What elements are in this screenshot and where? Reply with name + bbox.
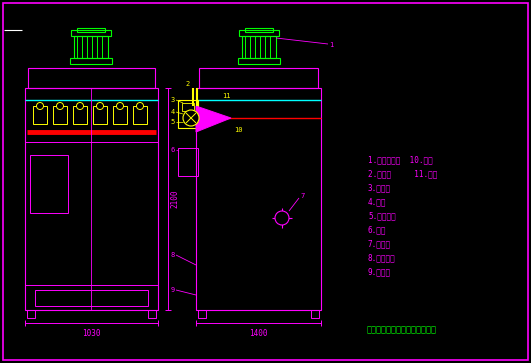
Text: 10: 10 xyxy=(234,127,243,133)
Circle shape xyxy=(136,102,143,110)
Text: 6.算筒: 6.算筒 xyxy=(368,225,387,234)
Bar xyxy=(113,106,127,124)
Bar xyxy=(133,106,147,124)
Text: 9.行车处: 9.行车处 xyxy=(368,267,391,276)
Bar xyxy=(148,310,156,318)
Circle shape xyxy=(183,110,199,126)
Bar xyxy=(27,310,35,318)
Bar xyxy=(74,36,108,58)
Circle shape xyxy=(76,102,83,110)
Bar xyxy=(73,106,87,124)
Bar xyxy=(198,310,206,318)
Bar xyxy=(77,28,105,32)
Text: 1: 1 xyxy=(329,42,333,48)
Text: 2: 2 xyxy=(185,81,189,87)
Bar xyxy=(245,28,273,32)
Text: 6: 6 xyxy=(171,147,175,153)
Text: 5: 5 xyxy=(171,119,175,125)
Bar xyxy=(93,106,107,124)
Polygon shape xyxy=(196,106,231,132)
Circle shape xyxy=(97,102,104,110)
Bar xyxy=(238,58,280,64)
Text: 5.气包支架: 5.气包支架 xyxy=(368,211,396,220)
Circle shape xyxy=(275,211,289,225)
Text: 2100: 2100 xyxy=(170,190,179,208)
Circle shape xyxy=(116,102,124,110)
Text: 7.送风口: 7.送风口 xyxy=(368,239,391,248)
Text: 1.除尘器機头  10.管道: 1.除尘器機头 10.管道 xyxy=(368,155,433,164)
Bar xyxy=(178,148,198,176)
Text: 4.气包: 4.气包 xyxy=(368,197,387,206)
Bar xyxy=(25,88,158,310)
Text: 3.过滤间: 3.过滤间 xyxy=(368,183,391,192)
Text: 8.自清筒场: 8.自清筒场 xyxy=(368,253,396,262)
Bar xyxy=(71,30,111,36)
Circle shape xyxy=(37,102,44,110)
Text: 北京华康中天国际环保有限公司: 北京华康中天国际环保有限公司 xyxy=(367,326,437,334)
Bar xyxy=(28,68,155,88)
Bar xyxy=(178,100,198,128)
Bar xyxy=(53,106,67,124)
Bar xyxy=(239,30,279,36)
Bar xyxy=(33,106,47,124)
Bar xyxy=(196,88,321,310)
Bar xyxy=(199,68,318,88)
Text: 7: 7 xyxy=(300,193,304,199)
Text: 1400: 1400 xyxy=(249,329,268,338)
Bar xyxy=(311,310,319,318)
Text: 4: 4 xyxy=(171,109,175,115)
Bar xyxy=(70,58,112,64)
Bar xyxy=(242,36,276,58)
Bar xyxy=(182,103,194,111)
Text: 8: 8 xyxy=(171,252,175,258)
Text: 3: 3 xyxy=(171,97,175,103)
Text: 2.气缸机     11.滤筒: 2.气缸机 11.滤筒 xyxy=(368,169,438,178)
Bar xyxy=(35,290,148,306)
Text: 9: 9 xyxy=(171,287,175,293)
Text: 11: 11 xyxy=(222,93,230,99)
Bar xyxy=(30,155,68,213)
Circle shape xyxy=(56,102,64,110)
Text: 1030: 1030 xyxy=(82,329,101,338)
